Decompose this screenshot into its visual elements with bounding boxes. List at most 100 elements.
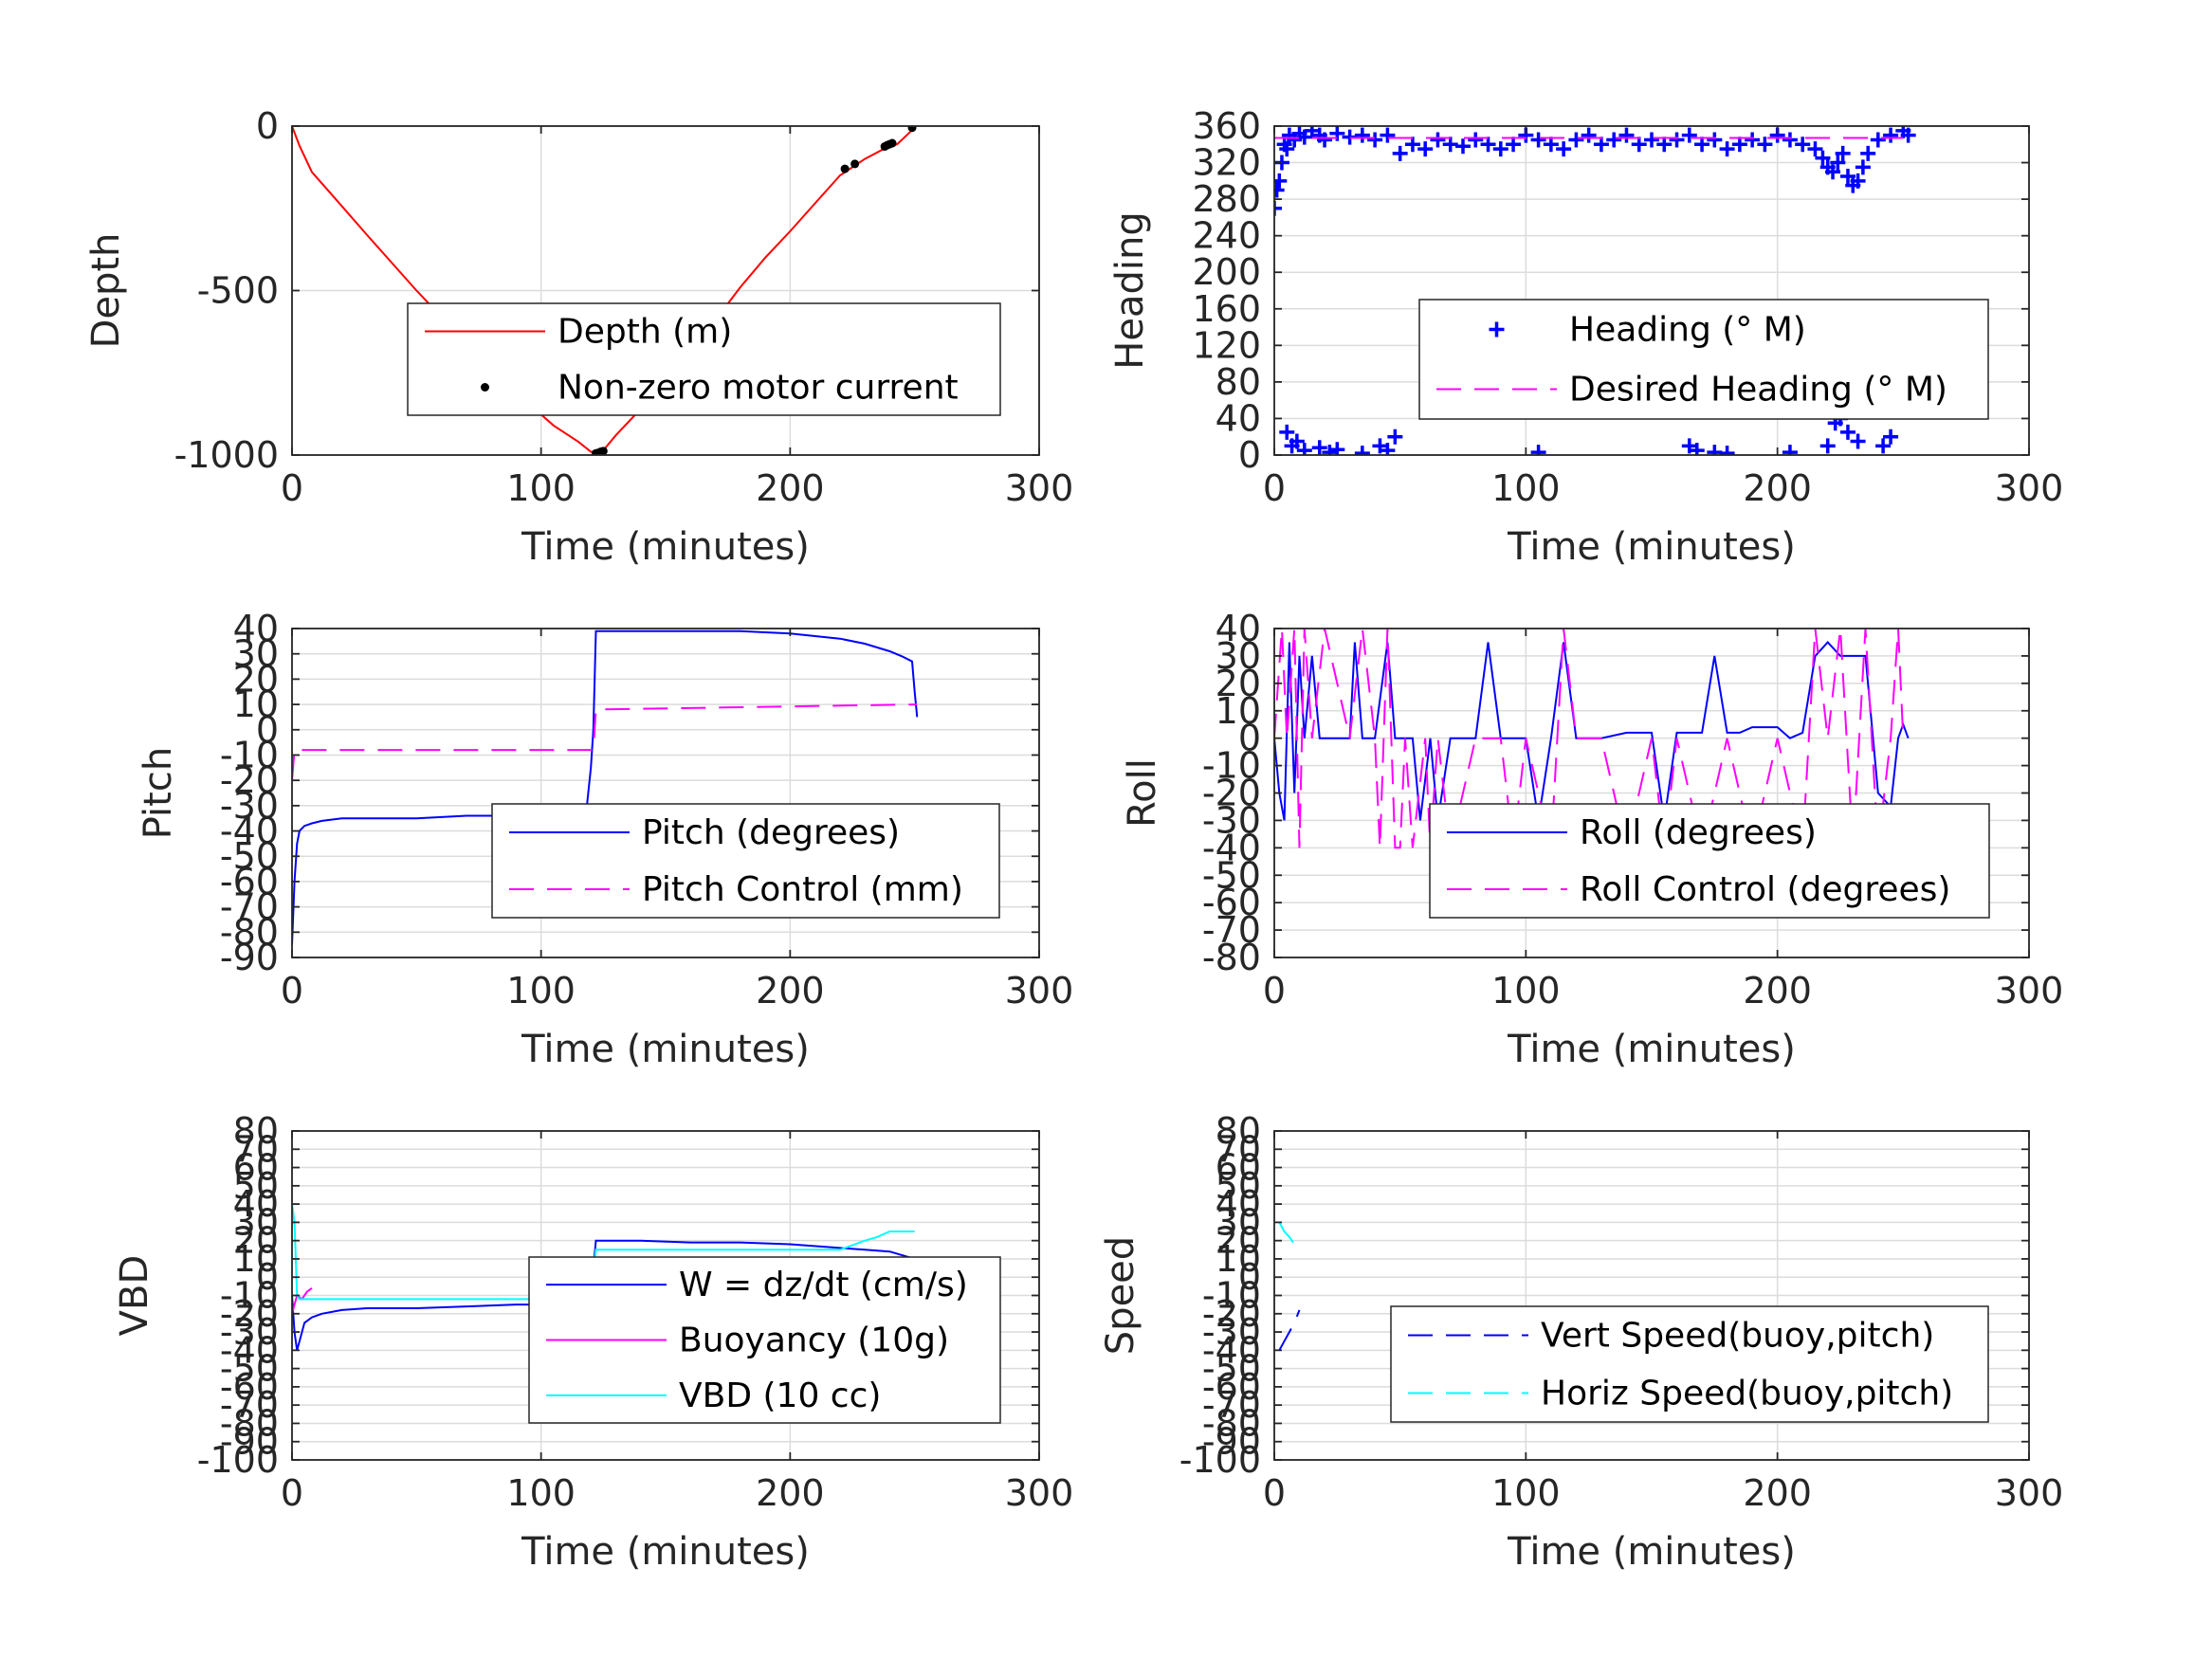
- x-tick-label: 100: [1491, 1472, 1561, 1514]
- x-axis-label: Time (minutes): [1507, 525, 1796, 569]
- data-point: [1367, 132, 1383, 148]
- y-tick-label: -60: [1202, 1366, 1261, 1408]
- y-tick-label: -40: [1202, 827, 1261, 868]
- data-point: [1689, 443, 1705, 455]
- data-point: [887, 138, 897, 148]
- y-tick-label: -70: [1202, 909, 1261, 951]
- y-tick-label: -30: [1202, 1311, 1261, 1353]
- y-tick-label: -20: [220, 759, 279, 801]
- x-tick-label: 0: [1263, 1472, 1286, 1514]
- legend-entry-label: Heading (° M): [1569, 311, 1806, 350]
- data-point: [1417, 141, 1434, 157]
- legend-swatch: [1489, 321, 1505, 337]
- data-point: [1480, 137, 1496, 153]
- axes-box: [291, 628, 1040, 958]
- y-tick-label: -50: [1202, 854, 1261, 896]
- legend-swatch: [481, 383, 489, 392]
- y-tick-label: -10: [1202, 745, 1261, 787]
- data-point: [1311, 440, 1327, 455]
- y-tick-label: -1000: [174, 434, 279, 476]
- data-point: [1543, 137, 1559, 153]
- data-point: [1830, 155, 1846, 171]
- y-tick-label: -20: [220, 1293, 279, 1335]
- data-point: [1681, 127, 1697, 143]
- y-tick-label: 80: [1216, 361, 1261, 403]
- data-point: [1387, 428, 1403, 445]
- chart-heading: 0 100 200 30004080120160200240280320360Time…: [1108, 105, 2063, 569]
- data-point: [840, 164, 850, 173]
- y-tick-label: 0: [1238, 718, 1261, 759]
- data-point: [1883, 127, 1899, 143]
- y-tick-label: 30: [233, 633, 279, 675]
- y-axis-label: Speed: [1099, 1236, 1143, 1355]
- x-tick-label: 100: [1491, 467, 1561, 509]
- data-point: [850, 159, 860, 169]
- data-point: [1807, 141, 1823, 157]
- data-point: [1618, 127, 1635, 143]
- y-tick-label: 30: [1216, 635, 1261, 677]
- x-tick-label: 100: [506, 467, 576, 509]
- y-tick-label: 10: [233, 1238, 279, 1280]
- y-tick-label: -80: [220, 1402, 279, 1444]
- y-tick-label: -30: [220, 785, 279, 827]
- data-point: [1850, 433, 1866, 449]
- chart-vbd: 0 100 200 300-100-90-80-70-60-50-40-30-20-1…: [113, 1110, 1073, 1574]
- data-point: [1819, 438, 1836, 454]
- data-point: [1329, 126, 1345, 141]
- y-tick-label: -90: [220, 937, 279, 978]
- legend: Roll (degrees) Roll Control (degrees): [1429, 803, 1990, 919]
- legend-entry-label: Non-zero motor current: [558, 369, 959, 408]
- legend-entry-label: Vert Speed(buoy,pitch): [1541, 1317, 1934, 1356]
- legend-box: [1418, 299, 1989, 420]
- data-point: [1380, 127, 1396, 143]
- y-tick-label: 40: [233, 608, 279, 649]
- x-tick-label: 300: [1995, 1472, 2064, 1514]
- legend-box: [1429, 803, 1990, 919]
- legend-entry-label: Pitch (degrees): [642, 813, 900, 852]
- data-point: [1757, 137, 1773, 153]
- y-tick-label: 40: [1216, 608, 1261, 649]
- data-point: [1506, 137, 1522, 153]
- data-point: [1274, 173, 1288, 189]
- y-tick-label: -50: [1202, 1348, 1261, 1390]
- legend-entry-label: W = dz/dt (cm/s): [679, 1266, 968, 1304]
- data-point: [1719, 446, 1735, 455]
- data-point: [1430, 132, 1446, 148]
- y-axis-label: Roll: [1121, 758, 1164, 828]
- x-tick-label: 100: [506, 1472, 576, 1514]
- data-point: [1568, 132, 1584, 148]
- legend-box: [491, 803, 1000, 919]
- data-point: [1354, 127, 1370, 143]
- data-point: [1289, 433, 1305, 449]
- y-tick-label: 50: [233, 1165, 279, 1207]
- data-point: [1860, 145, 1876, 161]
- data-point: [1556, 141, 1572, 157]
- y-tick-label: -50: [220, 835, 279, 877]
- legend-entry-label: Roll (degrees): [1580, 813, 1817, 852]
- legend-entry-label: Desired Heading (° M): [1569, 371, 1947, 410]
- y-tick-label: 70: [1216, 1128, 1261, 1170]
- chart-pitch: 0 100 200 300-90-80-70-60-50-40-30-20-10010…: [137, 608, 1073, 1071]
- data-point: [1317, 132, 1333, 148]
- y-tick-label: 60: [1216, 1147, 1261, 1189]
- y-tick-label: 280: [1192, 178, 1261, 220]
- y-tick-label: -60: [220, 861, 279, 902]
- axes-box: [1273, 125, 2030, 456]
- data-point: [1782, 132, 1798, 148]
- data-point: [1442, 137, 1458, 153]
- data-point: [1795, 137, 1811, 153]
- data-point: [1274, 182, 1285, 198]
- data-point: [1492, 141, 1508, 157]
- legend-box: [407, 302, 1001, 416]
- y-tick-label: 50: [1216, 1165, 1261, 1207]
- chart-speed: 0 100 200 300-100-90-80-70-60-50-40-30-20-1…: [1099, 1110, 2063, 1574]
- x-tick-label: 0: [281, 970, 303, 1012]
- x-tick-label: 300: [1995, 970, 2064, 1012]
- y-tick-label: -70: [220, 1384, 279, 1426]
- data-point: [1669, 132, 1685, 148]
- chart-depth: 0 100 200 300 -1000 -500 0 Time (minutes) Depth D…: [84, 105, 1073, 569]
- x-axis-label: Time (minutes): [521, 1028, 810, 1071]
- y-tick-label: 20: [1216, 663, 1261, 704]
- series-line-pitch-0: [292, 629, 919, 945]
- y-tick-label: 60: [233, 1147, 279, 1189]
